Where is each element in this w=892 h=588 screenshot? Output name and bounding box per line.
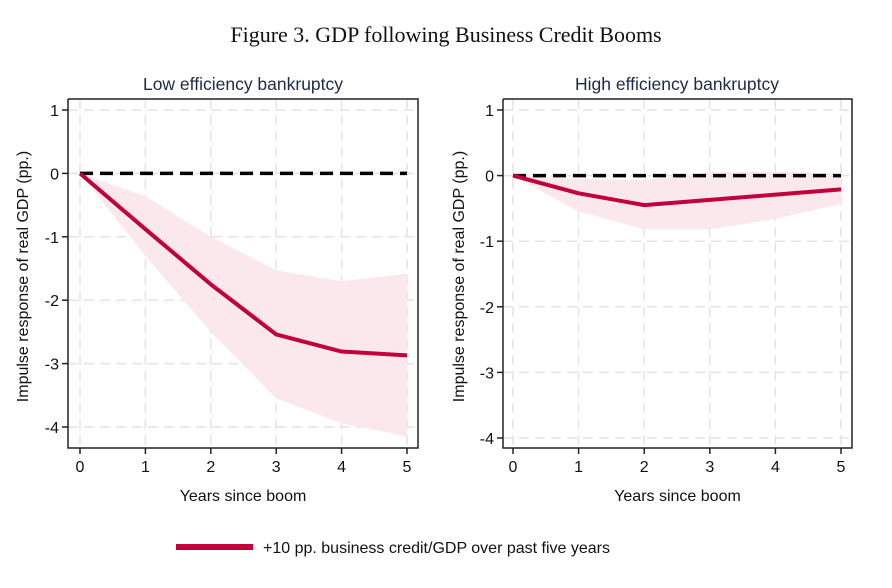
figure-title: Figure 3. GDP following Business Credit …	[230, 22, 661, 47]
y-tick-label: -2	[480, 300, 494, 317]
x-tick-label: 3	[272, 459, 281, 476]
y-tick-label: -4	[480, 431, 494, 448]
y-axis-label: Impulse response of real GDP (pp.)	[15, 151, 32, 402]
y-tick-label: -2	[45, 293, 59, 310]
y-tick-label: -3	[45, 357, 59, 374]
confidence-band	[80, 173, 407, 437]
y-tick-label: -1	[45, 230, 59, 247]
panel-title: Low efficiency bankruptcy	[143, 74, 343, 94]
x-tick-label: 3	[705, 459, 714, 476]
y-tick-label: 1	[50, 103, 59, 120]
y-tick-label: -4	[45, 420, 59, 437]
x-tick-label: 2	[206, 459, 215, 476]
x-tick-label: 5	[837, 459, 846, 476]
x-tick-label: 0	[76, 459, 85, 476]
y-tick-label: -1	[480, 234, 494, 251]
x-tick-label: 4	[337, 459, 346, 476]
y-tick-label: 1	[485, 103, 494, 120]
y-tick-label: 0	[485, 169, 494, 186]
x-tick-label: 4	[771, 459, 780, 476]
plot-frame	[502, 98, 853, 449]
x-tick-label: 2	[640, 459, 649, 476]
plot-frame	[67, 98, 419, 449]
series-line	[78, 171, 408, 358]
panel-high-efficiency: High efficiency bankruptcy 1 0 -1 -2 -3 -4 0 1 2 3…	[451, 74, 853, 505]
legend-label: +10 pp. business credit/GDP over past fi…	[263, 540, 610, 557]
x-tick-label: 5	[403, 459, 412, 476]
x-tick-label: 0	[509, 459, 518, 476]
y-tick-label: -3	[480, 365, 494, 382]
panel-title: High efficiency bankruptcy	[575, 74, 779, 94]
y-axis-label: Impulse response of real GDP (pp.)	[451, 151, 468, 402]
x-tick-label: 1	[574, 459, 583, 476]
legend: +10 pp. business credit/GDP over past fi…	[176, 540, 610, 557]
series-line	[512, 173, 842, 208]
x-tick-label: 1	[141, 459, 150, 476]
x-axis-label: Years since boom	[614, 488, 741, 505]
y-tick-label: 0	[50, 166, 59, 183]
x-axis-label: Years since boom	[180, 488, 307, 505]
panel-low-efficiency: Low efficiency bankruptcy 1 0 -1 -2 -3 -4 0 1 2 3 4…	[15, 74, 419, 505]
